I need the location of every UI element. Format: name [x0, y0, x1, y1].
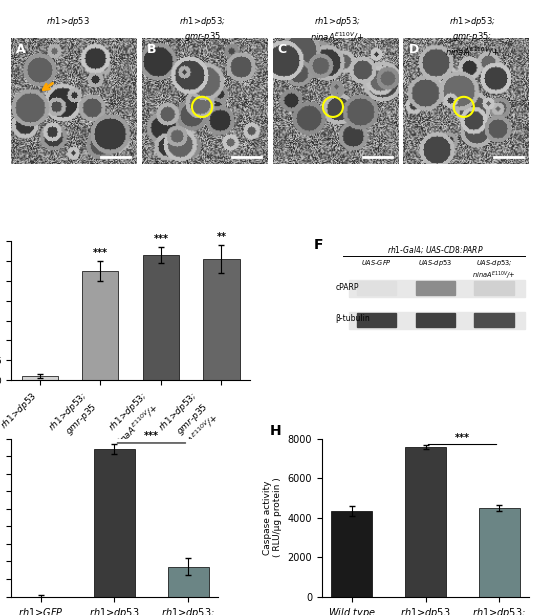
Text: C: C: [278, 42, 287, 56]
Text: β-tubulin: β-tubulin: [335, 314, 370, 323]
Bar: [474, 314, 514, 327]
Bar: [349, 280, 525, 297]
Y-axis label: Caspase activity
( RLU/μg protein ): Caspase activity ( RLU/μg protein ): [262, 478, 282, 557]
Bar: [82, 271, 118, 380]
Bar: [94, 449, 135, 597]
Text: ***: ***: [93, 248, 108, 258]
Text: cPARP: cPARP: [335, 282, 359, 292]
Bar: [405, 448, 446, 597]
Bar: [357, 314, 396, 327]
Text: $UAS$-$dp53$;
$ninaA^{E110V}$/+: $UAS$-$dp53$; $ninaA^{E110V}$/+: [472, 258, 516, 282]
Text: **: **: [217, 232, 226, 242]
Text: $UAS$-$dp53$: $UAS$-$dp53$: [418, 258, 452, 268]
Bar: [143, 255, 179, 380]
Bar: [168, 566, 209, 597]
Bar: [415, 314, 455, 327]
Text: B: B: [147, 42, 156, 56]
Text: $rh1$>$dp53$;
$gmr$-$p35$: $rh1$>$dp53$; $gmr$-$p35$: [179, 15, 226, 43]
Text: $rh1$>$dp53$;
$gmr$-$p35$;
$ninaA^{E110V}$/+: $rh1$>$dp53$; $gmr$-$p35$; $ninaA^{E110V…: [445, 15, 500, 58]
Text: D: D: [408, 42, 418, 56]
Bar: [22, 376, 58, 380]
Bar: [331, 510, 372, 597]
Bar: [357, 282, 396, 295]
Bar: [349, 312, 525, 329]
Text: F: F: [314, 239, 323, 252]
Bar: [415, 282, 455, 295]
Text: $rh1$-$Gal4$; $UAS$-$CD8$:$PARP$: $rh1$-$Gal4$; $UAS$-$CD8$:$PARP$: [387, 244, 483, 255]
Text: $UAS$-$GFP$: $UAS$-$GFP$: [361, 258, 392, 267]
Text: A: A: [16, 42, 25, 56]
Text: ***: ***: [153, 234, 168, 244]
Text: $rh1$>$dp53$: $rh1$>$dp53$: [46, 15, 89, 28]
Bar: [479, 508, 520, 597]
Text: ***: ***: [144, 431, 159, 441]
Bar: [203, 259, 240, 380]
Bar: [474, 282, 514, 295]
Text: H: H: [270, 424, 282, 438]
Text: $rh1$>$dp53$;
$ninaA^{E110V}$/+: $rh1$>$dp53$; $ninaA^{E110V}$/+: [310, 15, 365, 43]
Text: ***: ***: [455, 433, 470, 443]
